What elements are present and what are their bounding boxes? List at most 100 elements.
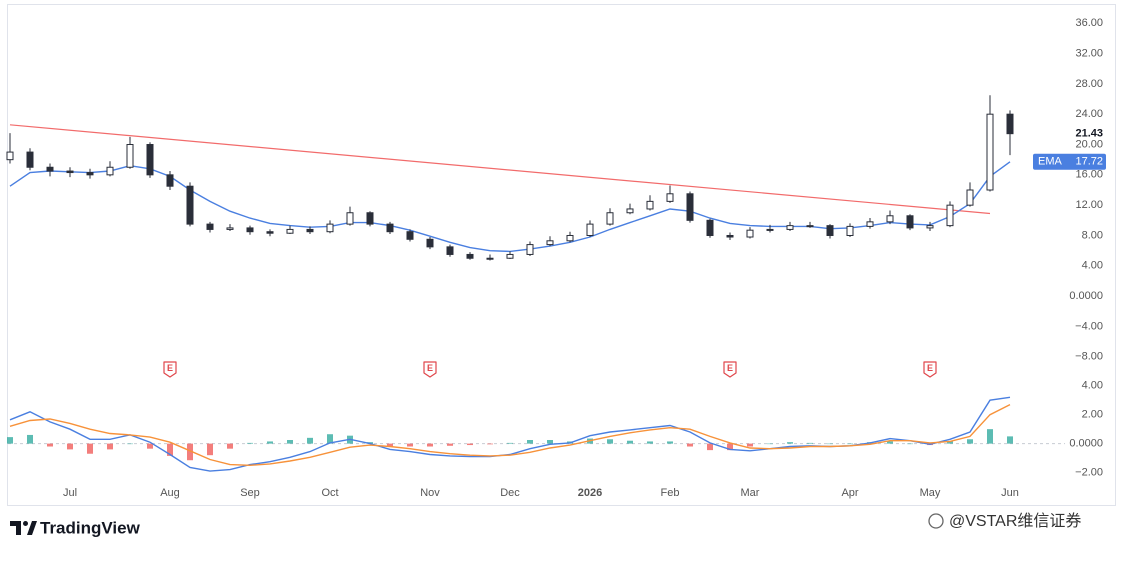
y-tick-label: −4.00 bbox=[1075, 320, 1103, 332]
histogram-bar bbox=[447, 443, 453, 446]
histogram-bar bbox=[987, 429, 993, 444]
x-tick-label: Dec bbox=[500, 487, 520, 499]
candle-body bbox=[386, 223, 394, 233]
histogram-bar bbox=[147, 443, 153, 449]
y-tick-label: 8.00 bbox=[1082, 229, 1103, 241]
histogram-bar bbox=[627, 440, 633, 444]
candle-body bbox=[6, 151, 14, 161]
candle-body bbox=[446, 246, 454, 255]
earnings-marker bbox=[163, 361, 177, 378]
y-tick-label: 0.0000 bbox=[1069, 290, 1103, 302]
logo-icon bbox=[10, 521, 21, 535]
histogram-bar bbox=[7, 437, 13, 444]
y-tick-label: 12.00 bbox=[1075, 199, 1103, 211]
candle-body bbox=[866, 221, 874, 227]
histogram-bar bbox=[907, 443, 913, 445]
candle-body bbox=[546, 240, 554, 246]
y-tick-label: 36.00 bbox=[1075, 17, 1103, 29]
brand-logo: TradingView bbox=[10, 518, 141, 537]
candle-body bbox=[606, 212, 614, 225]
histogram-bar bbox=[607, 439, 613, 444]
candle-body bbox=[106, 166, 114, 176]
histogram-bar bbox=[507, 442, 513, 444]
histogram-bar bbox=[27, 434, 33, 444]
histogram-bar bbox=[747, 443, 753, 447]
ema-badge-name: EMA bbox=[1038, 156, 1063, 168]
candle-body bbox=[366, 212, 374, 225]
candle-body bbox=[746, 229, 754, 238]
candle-body bbox=[486, 257, 494, 260]
ema-badge bbox=[1033, 153, 1106, 170]
candle-body bbox=[566, 234, 574, 242]
ema-badge-value: 17.72 bbox=[1075, 156, 1103, 168]
histogram-bar bbox=[267, 441, 273, 444]
x-tick-label: Oct bbox=[321, 487, 338, 499]
candle-body bbox=[806, 225, 814, 228]
candle-body bbox=[946, 204, 954, 227]
x-tick-label: Feb bbox=[661, 487, 680, 499]
candle-body bbox=[126, 144, 134, 168]
candle-body bbox=[246, 227, 254, 233]
histogram-bar bbox=[787, 442, 793, 444]
y-tick-label: 4.00 bbox=[1082, 260, 1103, 272]
candle-body bbox=[846, 225, 854, 236]
histogram-bar bbox=[547, 440, 553, 444]
y-tick-label: 4.00 bbox=[1082, 380, 1103, 392]
histogram-bar bbox=[87, 443, 93, 454]
histogram-bar bbox=[287, 440, 293, 444]
histogram-bar bbox=[187, 443, 193, 461]
candle-body bbox=[986, 113, 994, 191]
candle-body bbox=[326, 223, 334, 233]
logo-icon bbox=[23, 521, 28, 526]
earnings-marker-label: E bbox=[927, 363, 933, 373]
watermark-text: @VSTAR维信证券 bbox=[949, 512, 1081, 530]
candle-body bbox=[166, 174, 174, 187]
histogram-bar bbox=[667, 441, 673, 444]
candle-body bbox=[826, 225, 834, 236]
candle-body bbox=[766, 228, 774, 231]
candle-body bbox=[66, 170, 74, 174]
x-tick-label: Aug bbox=[160, 487, 180, 499]
candle-body bbox=[306, 228, 314, 233]
histogram-bar bbox=[807, 442, 813, 444]
candle-body bbox=[406, 231, 414, 240]
y-tick-label: 28.00 bbox=[1075, 78, 1103, 90]
histogram-bar bbox=[327, 434, 333, 444]
candle-body bbox=[666, 193, 674, 202]
candle-body bbox=[206, 223, 214, 230]
y-tick-label: 0.0000 bbox=[1069, 438, 1103, 450]
x-tick-label: 2026 bbox=[578, 487, 602, 499]
earnings-marker-label: E bbox=[167, 363, 173, 373]
histogram-bar bbox=[247, 442, 253, 444]
histogram-bar bbox=[227, 443, 233, 449]
candle-body bbox=[966, 189, 974, 206]
logo-icon bbox=[27, 521, 37, 535]
x-tick-label: Mar bbox=[741, 487, 760, 499]
candle-body bbox=[26, 151, 34, 168]
earnings-marker-label: E bbox=[727, 363, 733, 373]
brand-name: TradingView bbox=[40, 518, 141, 537]
histogram-bar bbox=[727, 443, 733, 451]
candle-body bbox=[46, 166, 54, 172]
macd-line bbox=[9, 396, 1011, 472]
earnings-marker-label: E bbox=[427, 363, 433, 373]
candle-body bbox=[146, 144, 154, 176]
watermark: @VSTAR维信证券 bbox=[928, 512, 1081, 530]
candle-body bbox=[586, 223, 594, 236]
earnings-marker bbox=[923, 361, 937, 378]
candle-body bbox=[646, 200, 654, 210]
histogram-bar bbox=[887, 441, 893, 444]
histogram-bar bbox=[647, 441, 653, 444]
trendline bbox=[9, 124, 991, 215]
x-tick-label: Jun bbox=[1001, 487, 1019, 499]
histogram-bar bbox=[1007, 436, 1013, 444]
x-tick-label: Jul bbox=[63, 487, 77, 499]
histogram-bar bbox=[427, 443, 433, 447]
histogram-bar bbox=[527, 440, 533, 444]
ema-line bbox=[9, 161, 1011, 253]
candle-body bbox=[686, 193, 694, 221]
candle-body bbox=[86, 172, 94, 176]
histogram-bar bbox=[847, 443, 853, 445]
candle-body bbox=[1006, 113, 1014, 135]
